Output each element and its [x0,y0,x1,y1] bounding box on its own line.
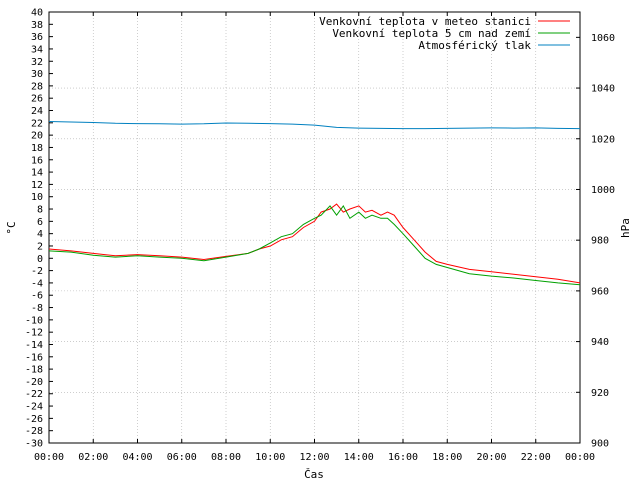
y-left-tick-label: -6 [31,291,43,302]
y-right-tick-label: 980 [591,236,609,247]
y-left-tick-label: 28 [31,81,43,92]
y-left-tick-label: 18 [31,143,43,154]
x-tick-label: 10:00 [255,452,285,463]
y-left-tick-label: 6 [37,217,43,228]
y-left-tick-label: 16 [31,155,43,166]
y-left-tick-label: -26 [25,414,43,425]
series-line-2 [48,204,581,286]
y-left-tick-label: -4 [31,278,43,289]
x-tick-label: 18:00 [432,452,462,463]
x-tick-label: 12:00 [299,452,329,463]
x-tick-label: 16:00 [388,452,418,463]
y-left-tick-label: 36 [31,32,43,43]
y-right-tick-label: 920 [591,388,609,399]
y-right-tick-label: 1000 [591,185,615,196]
y-left-tick-label: -12 [25,328,43,339]
legend-label-1: Venkovní teplota v meteo stanici [319,15,531,28]
series-group [48,121,581,286]
y-left-tick-label: -16 [25,352,43,363]
y-left-tick-label: 10 [31,192,43,203]
y-left-tick-label: 32 [31,57,43,68]
grid [49,12,580,443]
y-right-tick-label: 900 [591,439,609,450]
series-line-1 [48,203,581,284]
y-left-tick-label: -2 [31,266,43,277]
y-left-tick-label: -8 [31,303,43,314]
y-right-tick-label: 1020 [591,134,615,145]
y-axis-right-title: hPa [619,218,632,238]
legend-label-3: Atmosférický tlak [418,39,531,52]
legend: Venkovní teplota v meteo staniciVenkovní… [319,15,570,52]
x-tick-label: 00:00 [565,452,595,463]
x-tick-label: 08:00 [211,452,241,463]
y-left-tick-label: 40 [31,8,43,19]
y-left-tick-label: 8 [37,205,43,216]
x-tick-label: 20:00 [476,452,506,463]
y-left-tick-label: 14 [31,168,43,179]
y-left-tick-label: -30 [25,439,43,450]
y-left-tick-label: 34 [31,44,43,55]
y-right-tick-label: 1040 [591,84,615,95]
y-left-tick-label: -22 [25,389,43,400]
y-left-tick-label: 20 [31,131,43,142]
y-left-tick-label: 38 [31,20,43,31]
x-tick-label: 00:00 [34,452,64,463]
x-tick-label: 02:00 [78,452,108,463]
y-right-tick-label: 960 [591,286,609,297]
x-axis: 00:00 02:00 04:00 06:00 08:00 10:00 12:00 14:00… [34,12,595,463]
x-tick-label: 22:00 [521,452,551,463]
y-left-tick-label: 22 [31,118,43,129]
series-line-3 [48,121,581,130]
y-left-tick-label: -20 [25,377,43,388]
y-left-tick-label: -10 [25,315,43,326]
x-tick-label: 04:00 [122,452,152,463]
y-left-tick-label: -14 [25,340,43,351]
y-axis-right: 900 920 940 960 980 1000 1020 1040 1060 [576,33,615,450]
y-left-tick-label: 26 [31,94,43,105]
x-tick-label: 14:00 [344,452,374,463]
y-left-tick-label: -18 [25,365,43,376]
y-right-tick-label: 1060 [591,33,615,44]
y-axis-left: -30-28-26-24-22-20-18-16-14-12-10-8-6-4-… [25,8,53,450]
y-left-tick-label: 2 [37,241,43,252]
y-axis-left-title: °C [5,221,18,234]
y-left-tick-label: 24 [31,106,43,117]
legend-label-2: Venkovní teplota 5 cm nad zemí [332,27,531,40]
y-left-tick-label: 30 [31,69,43,80]
y-left-tick-label: -28 [25,426,43,437]
x-tick-label: 06:00 [167,452,197,463]
y-left-tick-label: 0 [37,254,43,265]
x-axis-title: Čas [304,468,324,480]
y-right-tick-label: 940 [591,337,609,348]
y-left-tick-label: 4 [37,229,43,240]
y-left-tick-label: -24 [25,402,43,413]
y-left-tick-label: 12 [31,180,43,191]
